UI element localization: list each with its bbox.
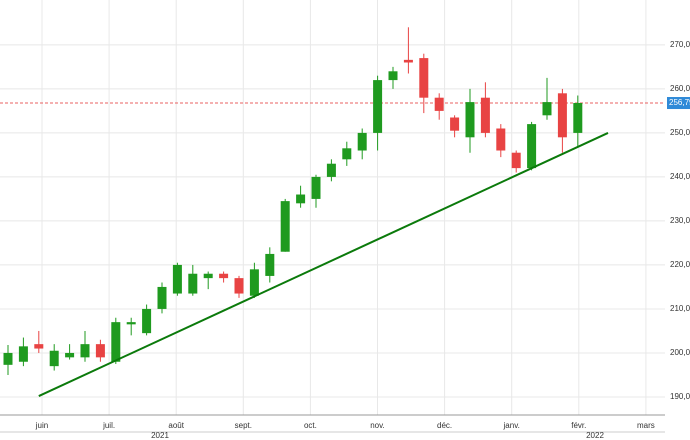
x-tick-label: déc. [437, 421, 452, 430]
candle-body [388, 71, 398, 81]
candle-body [573, 102, 583, 133]
candle-body [95, 344, 105, 358]
candle-body [234, 278, 244, 294]
candle-body [203, 273, 213, 279]
candle-body [434, 97, 444, 111]
candle-body [542, 102, 552, 116]
y-tick-label: 230,00 [670, 216, 690, 225]
x-tick-label: sept. [235, 421, 252, 430]
candle-body [80, 344, 90, 358]
x-tick-label: oct. [304, 421, 317, 430]
candle-body [249, 269, 259, 296]
candle-body [465, 102, 475, 138]
x-tick-label: févr. [571, 421, 586, 430]
y-tick-label: 220,00 [670, 260, 690, 269]
candle-body [527, 124, 537, 169]
candle-body [296, 194, 306, 204]
candle-body [557, 93, 567, 138]
candle-body [403, 59, 413, 63]
trendline [38, 131, 609, 397]
x-tick-label: juil. [102, 421, 115, 430]
candle-body [496, 128, 506, 151]
candle-body [219, 273, 229, 279]
candle-body [326, 163, 336, 177]
candle-body [480, 97, 490, 133]
candle-body [280, 201, 290, 252]
candle-body [65, 352, 75, 358]
candle-body [126, 322, 136, 325]
candle-body [188, 273, 198, 294]
candle-body [49, 350, 59, 367]
y-tick-label: 270,00 [670, 40, 690, 49]
x-tick-label: août [168, 421, 184, 430]
x-tick-label: juin [35, 421, 48, 430]
candle-body [373, 80, 383, 133]
y-tick-label: 190,00 [670, 392, 690, 401]
y-tick-label: 200,00 [670, 348, 690, 357]
y-tick-label: 260,00 [670, 84, 690, 93]
x-tick-label: nov. [370, 421, 385, 430]
candle-body [265, 253, 275, 276]
candle-body [142, 308, 152, 334]
candle-body [111, 322, 121, 362]
y-tick-label: 210,00 [670, 304, 690, 313]
candle-body [18, 346, 28, 362]
candle-body [157, 286, 167, 309]
candle-body [419, 58, 429, 98]
y-tick-label: 250,00 [670, 128, 690, 137]
last-price-box [667, 97, 690, 110]
year-label: 2022 [586, 431, 604, 440]
last-price-label: 256,79 [669, 98, 690, 107]
x-tick-label: mars [637, 421, 655, 430]
candle-body [357, 132, 367, 151]
candle-body [172, 264, 182, 294]
candle-body [342, 148, 352, 160]
candle-body [34, 344, 44, 349]
candle-body [311, 176, 321, 199]
x-tick-label: janv. [503, 421, 520, 430]
year-label: 2021 [151, 431, 169, 440]
candle-body [511, 152, 521, 169]
candle-body [450, 117, 460, 131]
y-tick-label: 240,00 [670, 172, 690, 181]
candle-body [3, 352, 13, 365]
